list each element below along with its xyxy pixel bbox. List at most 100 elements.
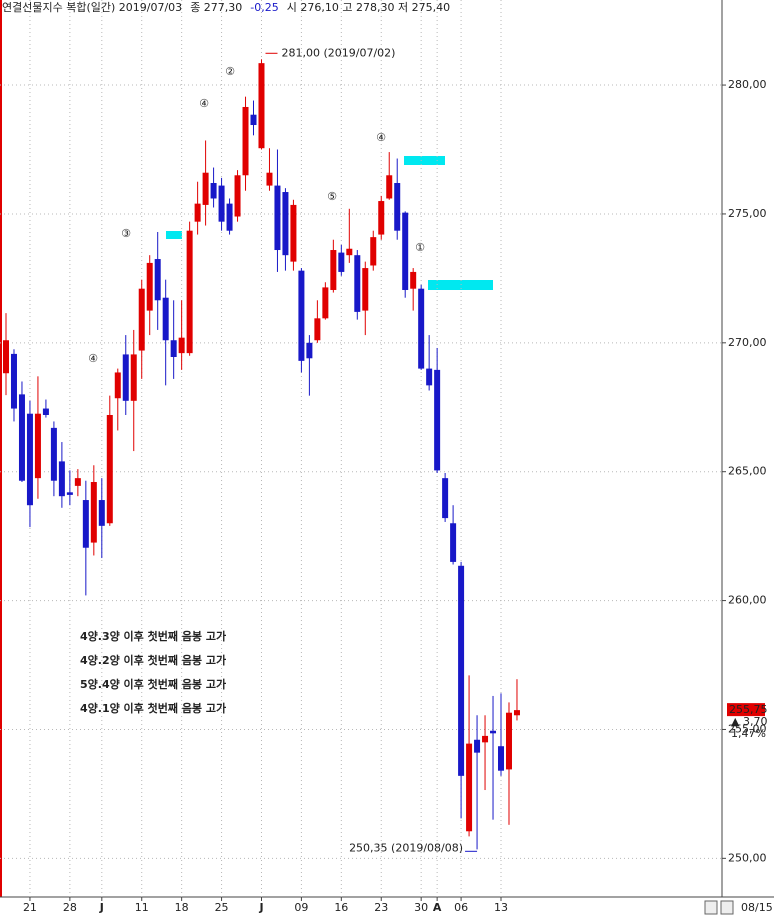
y-tick-label: 280,00 <box>728 78 767 91</box>
x-tick-label: 23 <box>374 901 388 914</box>
wave-label: ② <box>225 65 235 78</box>
x-tick-label: 11 <box>135 901 149 914</box>
candle-body <box>346 248 353 256</box>
candle-body <box>386 175 393 199</box>
candle-body <box>266 172 273 186</box>
candle-body <box>490 730 497 734</box>
y-tick-label: 250,00 <box>728 851 767 864</box>
header: 연결선물지수 복합(일간) 2019/07/03 종 277,30 -0,25 시 2… <box>2 0 450 14</box>
candle-body <box>322 287 329 319</box>
candle-body <box>298 270 305 361</box>
candle-body <box>74 478 81 486</box>
candle-body <box>466 743 473 832</box>
candle-body <box>505 712 512 770</box>
tool-button[interactable] <box>704 900 718 915</box>
wave-label: ④ <box>199 97 209 110</box>
candle-body <box>498 746 505 771</box>
candle-body <box>354 255 361 312</box>
candle-body <box>50 427 57 481</box>
y-tick-label: 270,00 <box>728 336 767 349</box>
x-tick-label: 13 <box>494 901 508 914</box>
candle-body <box>10 353 17 409</box>
candle-body <box>378 201 385 235</box>
candle-body <box>402 212 409 290</box>
candle-body <box>482 735 489 743</box>
toolbar <box>704 900 734 915</box>
x-tick-label: 18 <box>175 901 189 914</box>
x-tick-label: J <box>258 901 263 914</box>
candle-body <box>170 340 177 357</box>
candle-body <box>122 354 129 401</box>
candle-body <box>442 478 449 519</box>
highlight-box <box>404 156 445 165</box>
x-tick-label: 28 <box>63 901 77 914</box>
x-tick-label: 21 <box>23 901 37 914</box>
footer-date: 08/15 <box>741 901 773 914</box>
candle-body <box>274 185 281 251</box>
wave-label: ⑤ <box>327 190 337 203</box>
candle-body <box>210 183 217 199</box>
candle-body <box>458 565 465 776</box>
candle-body <box>314 318 321 341</box>
note: 4양.3양 이후 첫번째 음봉 고가 <box>80 629 226 643</box>
candle-body <box>234 175 241 217</box>
candle-body <box>154 259 161 301</box>
last-change-pct: 1,47% <box>731 727 766 740</box>
note: 5양.4양 이후 첫번째 음봉 고가 <box>80 677 226 691</box>
candle-body <box>82 500 89 548</box>
candle-body <box>426 368 433 386</box>
note: 4양.1양 이후 첫번째 음봉 고가 <box>80 701 226 715</box>
x-tick-label: 06 <box>454 901 468 914</box>
candle-body <box>306 342 313 359</box>
candle-body <box>410 271 417 289</box>
candle-body <box>330 250 337 290</box>
x-tick-label: 09 <box>294 901 308 914</box>
candle-body <box>162 297 169 341</box>
last-change: ▲ 3,70 <box>731 715 767 728</box>
tool-button[interactable] <box>720 900 734 915</box>
note: 4양.2양 이후 첫번째 음봉 고가 <box>80 653 226 667</box>
header-item: 연결선물지수 복합(일간) 2019/07/03 <box>2 0 182 14</box>
candle-body <box>282 192 289 256</box>
y-tick-label: 255,00 <box>728 722 767 735</box>
y-tick-label: 275,00 <box>728 207 767 220</box>
candle-body <box>290 204 297 262</box>
candle-body <box>34 413 41 479</box>
candle-body <box>130 354 137 401</box>
candle-body <box>90 482 97 543</box>
candle-body <box>338 252 345 272</box>
highlight-box <box>166 231 182 239</box>
candle-body <box>474 739 481 753</box>
candle-body <box>194 203 201 222</box>
last-price-label: 255,75 <box>729 703 768 716</box>
header-item: 종 277,30 <box>190 1 242 14</box>
x-tick-label: 25 <box>215 901 229 914</box>
min-label: 250,35 (2019/08/08) <box>349 841 463 854</box>
wave-label: ① <box>415 241 425 254</box>
candle-body <box>202 172 209 205</box>
highlight-box <box>428 280 493 290</box>
y-tick-label: 260,00 <box>728 594 767 607</box>
candle-body <box>434 369 441 471</box>
candle-body <box>394 183 401 231</box>
candle-body <box>370 237 377 266</box>
candle-body <box>258 63 265 149</box>
candle-body <box>186 230 193 354</box>
wave-label: ④ <box>376 131 386 144</box>
header-item: 시 276,10 고 278,30 저 275,40 <box>287 1 450 14</box>
candle-body <box>18 394 25 481</box>
max-label: 281,00 (2019/07/02) <box>281 46 395 59</box>
candle-body <box>178 337 185 354</box>
candle-body <box>106 414 113 524</box>
y-tick-label: 265,00 <box>728 465 767 478</box>
candle-body <box>146 262 153 311</box>
candle-body <box>66 492 73 495</box>
last-price-box <box>727 703 765 717</box>
wave-label: ③ <box>121 227 131 240</box>
candle-body <box>26 413 33 506</box>
x-tick-label: J <box>99 901 104 914</box>
candle-body <box>3 340 9 374</box>
candle-body <box>114 372 121 399</box>
